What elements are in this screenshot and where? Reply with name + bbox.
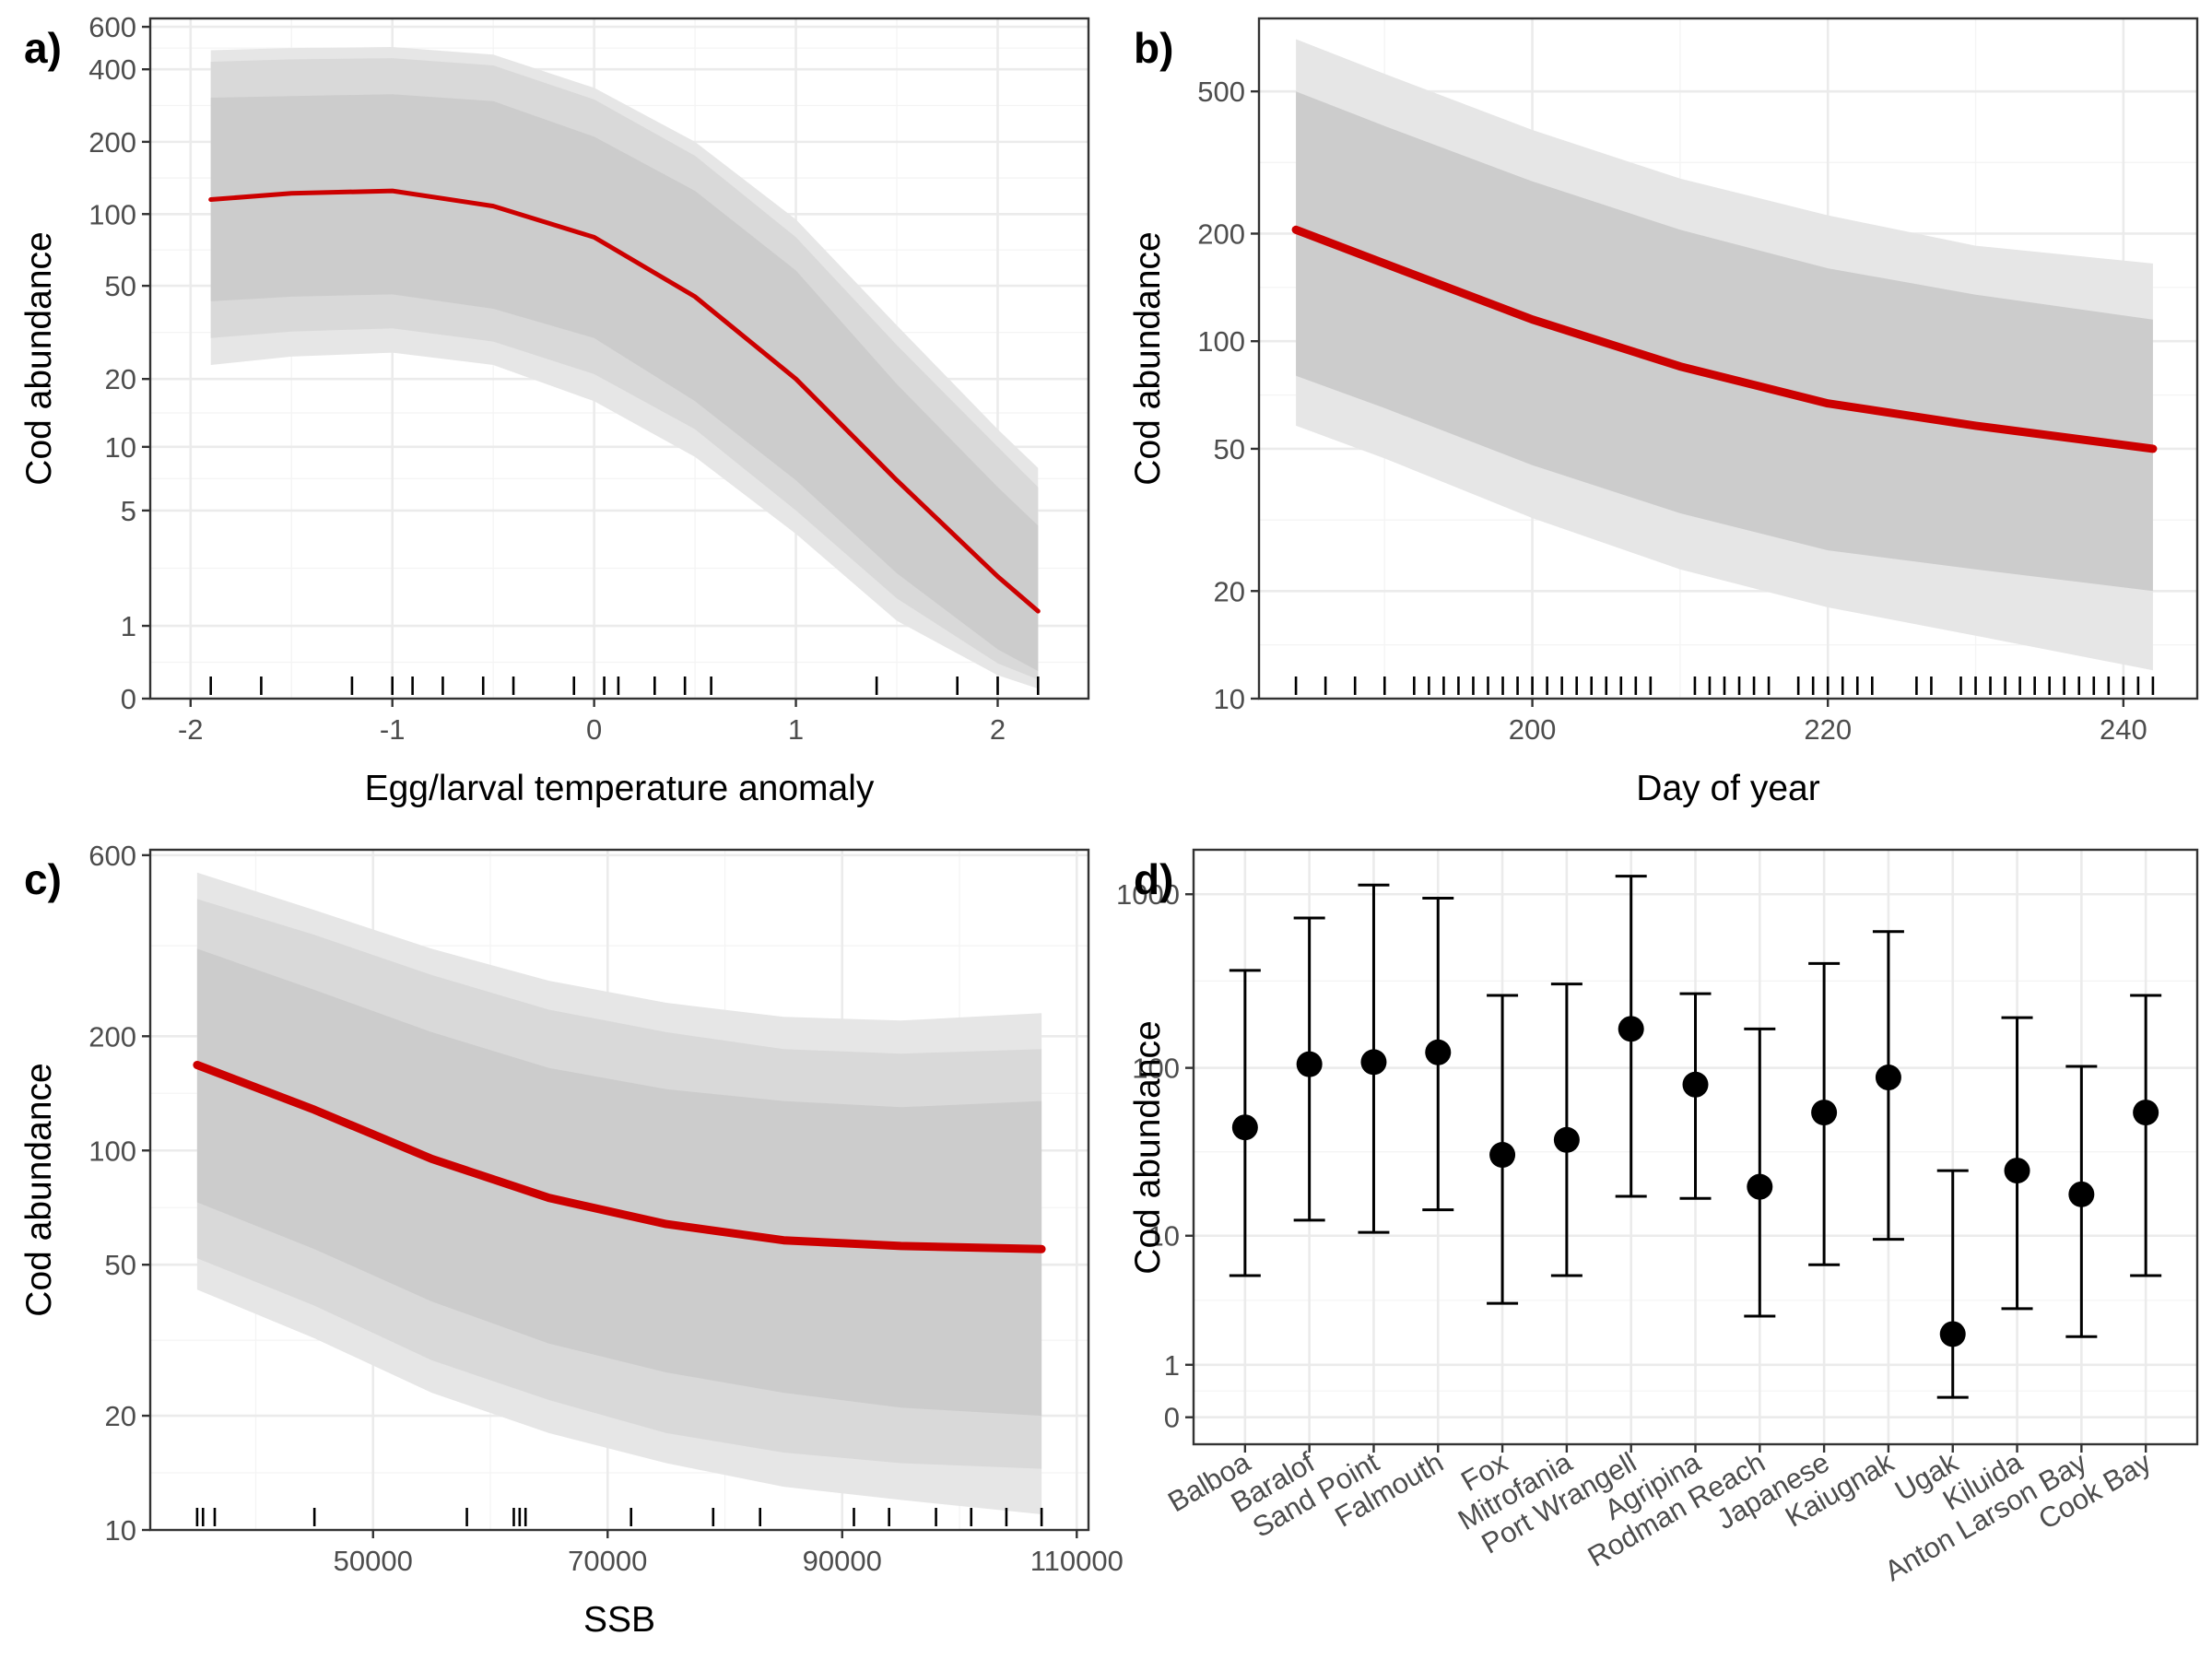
data-point (2004, 1158, 2030, 1184)
y-tick-label: 100 (88, 198, 136, 230)
panel-a-label: a) (24, 24, 62, 72)
data-point (1618, 1016, 1644, 1042)
fit-line (193, 1061, 1046, 1253)
y-tick-label: 0 (1164, 1402, 1180, 1434)
panel-d-label: d) (1134, 855, 1173, 903)
panel-b-label: b) (1134, 24, 1173, 72)
y-tick-label: 500 (1197, 76, 1245, 108)
panel-c-x-axis-title: SSB (583, 1600, 655, 1640)
data-point (1811, 1100, 1838, 1126)
panel-a-y-axis-title: Cod abundance (19, 231, 59, 485)
panel-a-confidence-bands (210, 47, 1039, 689)
y-tick-label: 10 (105, 1514, 136, 1547)
x-tick-label: 240 (2100, 713, 2147, 746)
x-tick-label: 90000 (803, 1545, 882, 1577)
y-tick-label: 0 (121, 683, 136, 715)
panel-c-rug (195, 1508, 1043, 1526)
panel-c-label: c) (24, 855, 62, 903)
inner-confidence-band (196, 948, 1042, 1417)
data-point (1360, 1049, 1387, 1076)
data-point (1489, 1142, 1516, 1169)
panel-c-fit-line (193, 1061, 1046, 1253)
panel-b-border (1257, 17, 2199, 700)
inner-confidence-band (210, 94, 1039, 672)
y-tick-label: 100 (1132, 1053, 1180, 1085)
panel-b-ticks: 10 20 50 100 200 500 200 220 240 (1197, 76, 2147, 746)
y-tick-label: 50 (1214, 433, 1245, 465)
x-tick-label: 110000 (1030, 1545, 1124, 1577)
y-tick-label: 100 (88, 1135, 136, 1167)
x-tick-label: 2 (990, 713, 1006, 746)
x-tick-label: -1 (380, 713, 406, 746)
panel-b-y-axis-title: Cod abundance (1128, 231, 1168, 485)
panel-c-confidence-bands (196, 872, 1042, 1514)
panel-c-y-axis-title: Cod abundance (19, 1063, 59, 1316)
y-tick-label: 20 (105, 363, 136, 395)
y-tick-label: 400 (88, 53, 136, 86)
y-tick-label: 100 (1197, 325, 1245, 358)
y-tick-label: 600 (88, 840, 136, 872)
panel-b-rug (1294, 677, 2155, 695)
y-tick-label: 20 (1214, 575, 1245, 607)
y-tick-label: 1 (121, 610, 136, 642)
fit-line (1291, 225, 2158, 453)
panel-a-ticks: 0 1 5 10 20 50 100 200 400 600 -2 -1 0 1 2 (88, 11, 1006, 746)
inner-confidence-band (1296, 91, 2153, 592)
data-point (1296, 1051, 1323, 1077)
panel-c-border (148, 848, 1090, 1532)
y-tick-label: 200 (88, 1020, 136, 1053)
panel-b-confidence-bands (1296, 39, 2153, 671)
x-tick-label: 70000 (568, 1545, 647, 1577)
y-tick-label: 200 (1197, 218, 1245, 250)
panel-d-y-axis-title: Cod abundance (1128, 1020, 1168, 1274)
y-tick-label: 50 (105, 1249, 136, 1281)
data-point (1939, 1321, 1966, 1347)
y-tick-label: 1 (1164, 1349, 1180, 1382)
panel-b-fit-line (1291, 225, 2158, 453)
data-point (1425, 1039, 1452, 1065)
y-tick-label: 20 (105, 1400, 136, 1432)
y-tick-label: 10 (1214, 683, 1245, 715)
y-tick-label: 600 (88, 11, 136, 43)
y-tick-label: 10 (1148, 1220, 1180, 1253)
data-point (2068, 1181, 2095, 1207)
y-tick-label: 50 (105, 270, 136, 302)
x-tick-label: 220 (1804, 713, 1852, 746)
panel-b-x-axis-title: Day of year (1636, 769, 1819, 808)
data-point (1231, 1114, 1258, 1141)
panel-d-points (1231, 1016, 2159, 1347)
y-tick-label: 5 (121, 495, 136, 527)
x-tick-label: 0 (586, 713, 602, 746)
panel-d-gridlines (1194, 850, 2197, 1444)
x-tick-label: 1 (788, 713, 804, 746)
fit-line (208, 188, 1041, 614)
x-tick-label: 200 (1509, 713, 1557, 746)
panel-a-x-axis-title: Egg/larval temperature anomaly (365, 769, 875, 808)
panel-a-rug (209, 677, 1040, 695)
y-tick-label: 10 (105, 431, 136, 464)
panel-a-fit-line (208, 188, 1041, 614)
y-tick-label: 200 (88, 126, 136, 159)
y-tick-label: 1000 (1116, 878, 1180, 911)
data-point (1875, 1065, 1901, 1091)
panel-a-border (148, 17, 1090, 700)
panel-a: 0 1 5 10 20 50 100 200 400 600 -2 -1 0 1 2 a) Egg/larv… (19, 11, 1090, 808)
data-point (1747, 1173, 1773, 1200)
x-tick-label: 50000 (334, 1545, 413, 1577)
data-point (1553, 1126, 1580, 1153)
panel-c-ticks: 10 20 50 100 200 600 50000 70000 90000 110000 (88, 840, 1124, 1577)
x-tick-label: -2 (178, 713, 204, 746)
data-point (1682, 1071, 1709, 1098)
data-point (2133, 1100, 2159, 1126)
